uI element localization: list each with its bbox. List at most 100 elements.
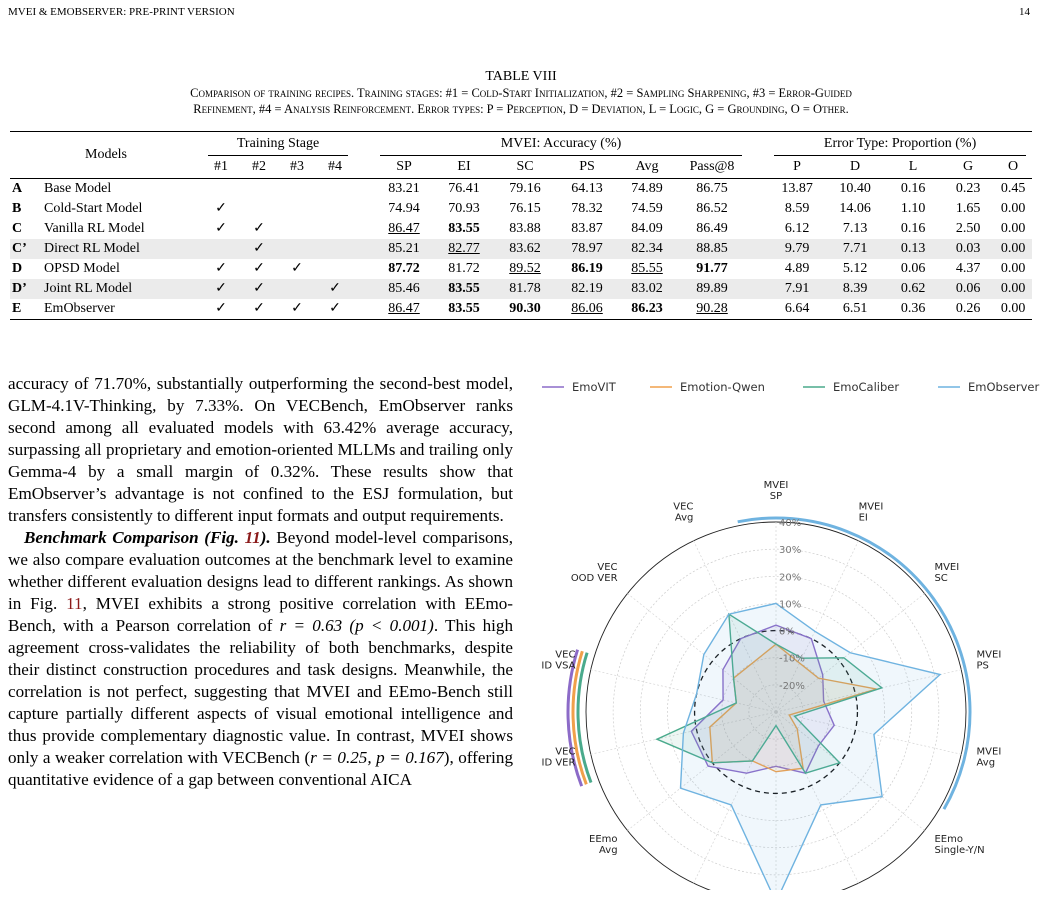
error-cell: 10.40 <box>839 181 871 196</box>
paragraph-heading: Benchmark Comparison (Fig. 11). <box>24 528 271 547</box>
row-model-name: Base Model <box>44 181 112 196</box>
stage-check-cell <box>278 279 316 299</box>
stage-check-cell <box>240 199 278 219</box>
accuracy-cell: 85.46 <box>374 279 435 299</box>
axis-label: VEC OOD VER <box>571 562 618 584</box>
results-table: Models Training Stage MVEI: Accuracy (%)… <box>10 131 1033 320</box>
table-row: A Base Model 83.21 76.41 79.16 64.13 74.89 86.7… <box>10 179 1032 200</box>
stage-check-cell: ✓ <box>278 299 316 320</box>
axis-label: EEmo Avg <box>589 834 618 856</box>
radar-chart: EmoVIT Emotion-Qwen EmoCaliber EmObserver 4… <box>541 380 1039 890</box>
accuracy-cell: 91.77 <box>696 261 728 276</box>
error-cell: 8.59 <box>784 201 810 216</box>
row-id: A <box>12 181 23 196</box>
group-arcs <box>566 516 972 810</box>
stage-check-cell: ✓ <box>316 279 355 299</box>
pearson-stat-2: r = 0.25, p = 0.167 <box>310 748 444 767</box>
stage-check-cell <box>316 239 355 259</box>
accuracy-cell: 82.34 <box>618 239 677 259</box>
column-header: SP <box>374 156 435 179</box>
error-cell: 0.26 <box>942 299 995 320</box>
error-cell: 0.03 <box>942 239 995 259</box>
stage-check-cell: ✓ <box>240 279 278 299</box>
error-cell: 1.10 <box>900 201 926 216</box>
training-stage-header: Training Stage <box>236 136 320 151</box>
column-header: #2 <box>240 156 278 179</box>
stage-check-cell <box>316 219 354 239</box>
axis-label: MVEI SC <box>934 562 959 584</box>
error-cell: 0.62 <box>884 279 943 299</box>
stage-check-cell: ✓ <box>240 239 278 259</box>
figure-ref-link[interactable]: 11 <box>66 594 83 613</box>
table-row: E EmObserver ✓ ✓ ✓ ✓ 86.47 83.55 90.30 86.06 86.23… <box>10 299 1033 320</box>
axis-label: MVEI PS <box>977 649 1002 671</box>
column-header: O <box>994 156 1033 179</box>
error-cell: 5.12 <box>842 261 868 276</box>
error-cell: 0.00 <box>1000 201 1026 216</box>
accuracy-cell: 86.06 <box>556 299 619 320</box>
accuracy-cell: 84.09 <box>631 221 663 236</box>
series-polygon <box>679 602 942 890</box>
error-type-header: Error Type: Proportion (%) <box>823 136 977 151</box>
stage-check-cell <box>316 199 354 219</box>
accuracy-cell: 85.21 <box>374 239 435 259</box>
error-cell: 6.12 <box>784 221 810 236</box>
radial-tick-label: 20% <box>779 572 801 583</box>
legend-label: EmoCaliber <box>833 380 899 394</box>
legend-label: EmoVIT <box>572 380 617 394</box>
column-header: EI <box>434 156 495 179</box>
radar-series <box>655 602 942 890</box>
arc-series <box>576 652 593 784</box>
radial-tick-label: -10% <box>779 654 805 665</box>
table-caption-line-1: Comparison of training recipes. Training… <box>190 86 852 100</box>
legend-label: EmObserver <box>968 380 1039 394</box>
models-header: Models <box>10 131 202 179</box>
stage-check-cell: ✓ <box>316 299 355 320</box>
error-cell: 0.16 <box>900 181 926 196</box>
page-number: 14 <box>1019 6 1030 18</box>
radial-tick-label: 40% <box>779 518 801 529</box>
axis-label: MVEI SP <box>764 480 789 502</box>
error-cell: 7.13 <box>842 221 868 236</box>
accuracy-cell: 78.32 <box>571 201 603 216</box>
stage-check-cell: ✓ <box>253 261 265 276</box>
accuracy-cell: 86.52 <box>696 201 728 216</box>
grid-ring <box>667 603 885 821</box>
accuracy-cell: 90.30 <box>494 299 557 320</box>
axis-label: VEC ID VSA <box>541 649 575 671</box>
accuracy-cell: 76.41 <box>448 181 480 196</box>
accuracy-cell: 88.85 <box>676 239 749 259</box>
stage-check-cell <box>240 179 278 200</box>
row-id: C’ <box>10 239 44 259</box>
stage-check-cell <box>202 239 240 259</box>
stage-check-cell <box>278 219 316 239</box>
series-polygon <box>655 612 884 774</box>
stage-check-cell: ✓ <box>215 201 227 216</box>
figure-ref-link[interactable]: 11 <box>244 528 261 547</box>
row-id: D <box>12 261 23 276</box>
accuracy-header: MVEI: Accuracy (%) <box>500 136 622 151</box>
error-cell: 1.65 <box>955 201 981 216</box>
row-model-name: Direct RL Model <box>44 239 202 259</box>
error-cell: 0.06 <box>900 261 926 276</box>
radial-tick-label: -20% <box>779 681 805 692</box>
accuracy-cell: 86.47 <box>374 299 435 320</box>
axis-label: VEC ID VER <box>542 747 576 769</box>
column-header: G <box>942 156 995 179</box>
stage-check-cell: ✓ <box>240 299 278 320</box>
running-header-title: MVEI & EMOBSERVER: PRE-PRINT VERSION <box>8 6 235 18</box>
error-cell: 0.45 <box>1000 181 1026 196</box>
table-row: D’ Joint RL Model ✓ ✓ ✓ 85.46 83.55 81.78 82.19 8… <box>10 279 1033 299</box>
stage-check-cell: ✓ <box>215 261 227 276</box>
table-caption: TABLE VIII Comparison of training recipe… <box>10 69 1032 117</box>
accuracy-cell: 86.47 <box>388 221 420 236</box>
accuracy-cell: 74.59 <box>631 201 663 216</box>
error-cell: 8.39 <box>826 279 885 299</box>
stage-check-cell <box>278 199 316 219</box>
error-cell: 0.06 <box>942 279 995 299</box>
stage-check-cell: ✓ <box>215 221 227 236</box>
axis-labels: MVEI SP MVEI EI MVEI SC MVEI PS MVEI Avg EEmo Singl… <box>541 480 1002 856</box>
accuracy-cell: 86.49 <box>696 221 728 236</box>
radial-tick-label: 30% <box>779 545 801 556</box>
accuracy-cell: 87.72 <box>388 261 420 276</box>
